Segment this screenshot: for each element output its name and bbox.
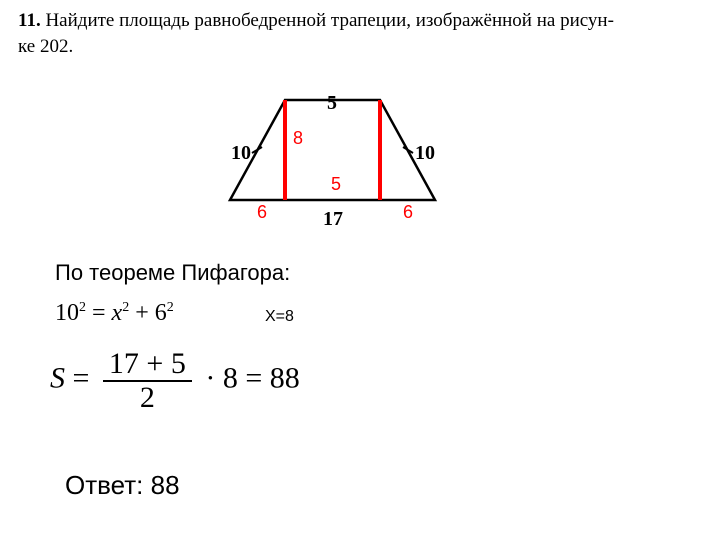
label-bottom-left: 6 (257, 202, 267, 223)
eq2-dot: · (198, 361, 223, 394)
eq1-six-exp: 2 (167, 300, 174, 315)
label-right: 10 (415, 142, 435, 165)
eq2-denominator: 2 (103, 382, 192, 414)
equation-area: S = 17 + 52 · 8 = 88 (50, 348, 300, 413)
eq2-mult: 8 (223, 361, 238, 394)
label-left: 10 (231, 142, 251, 165)
trapezoid-figure: 5 10 10 17 8 5 6 6 (215, 80, 475, 240)
label-mid-segment: 5 (331, 174, 341, 195)
label-top: 5 (327, 92, 337, 115)
pythagoras-heading: По теореме Пифагора: (55, 260, 290, 286)
label-bottom: 17 (323, 208, 343, 231)
eq2-numerator: 17 + 5 (103, 348, 192, 380)
eq1-lhs-base: 10 (55, 300, 79, 326)
eq2-fraction: 17 + 52 (103, 348, 192, 413)
eq1-plus: + (129, 300, 155, 326)
final-answer: Ответ: 88 (65, 470, 180, 501)
eq2-eq2: = (238, 361, 270, 394)
equation-pythagoras: 102 = x2 + 62 (55, 300, 174, 327)
label-height: 8 (293, 128, 303, 149)
eq1-x: x (112, 300, 123, 326)
problem-text-1: Найдите площадь равнобедренной трапеции,… (45, 10, 613, 31)
label-bottom-right: 6 (403, 202, 413, 223)
problem-statement: 11. Найдите площадь равнобедренной трапе… (18, 8, 702, 59)
eq1-eq: = (86, 300, 112, 326)
eq2-result: 88 (270, 361, 300, 394)
problem-text-2: ке 202. (18, 36, 73, 57)
problem-number: 11. (18, 10, 41, 31)
trapezoid-svg (215, 80, 475, 240)
eq2-S: S (50, 361, 65, 394)
eq1-lhs-exp: 2 (79, 300, 86, 315)
eq2-eq1: = (65, 361, 97, 394)
x-solution: X=8 (265, 308, 294, 326)
eq1-six: 6 (155, 300, 167, 326)
